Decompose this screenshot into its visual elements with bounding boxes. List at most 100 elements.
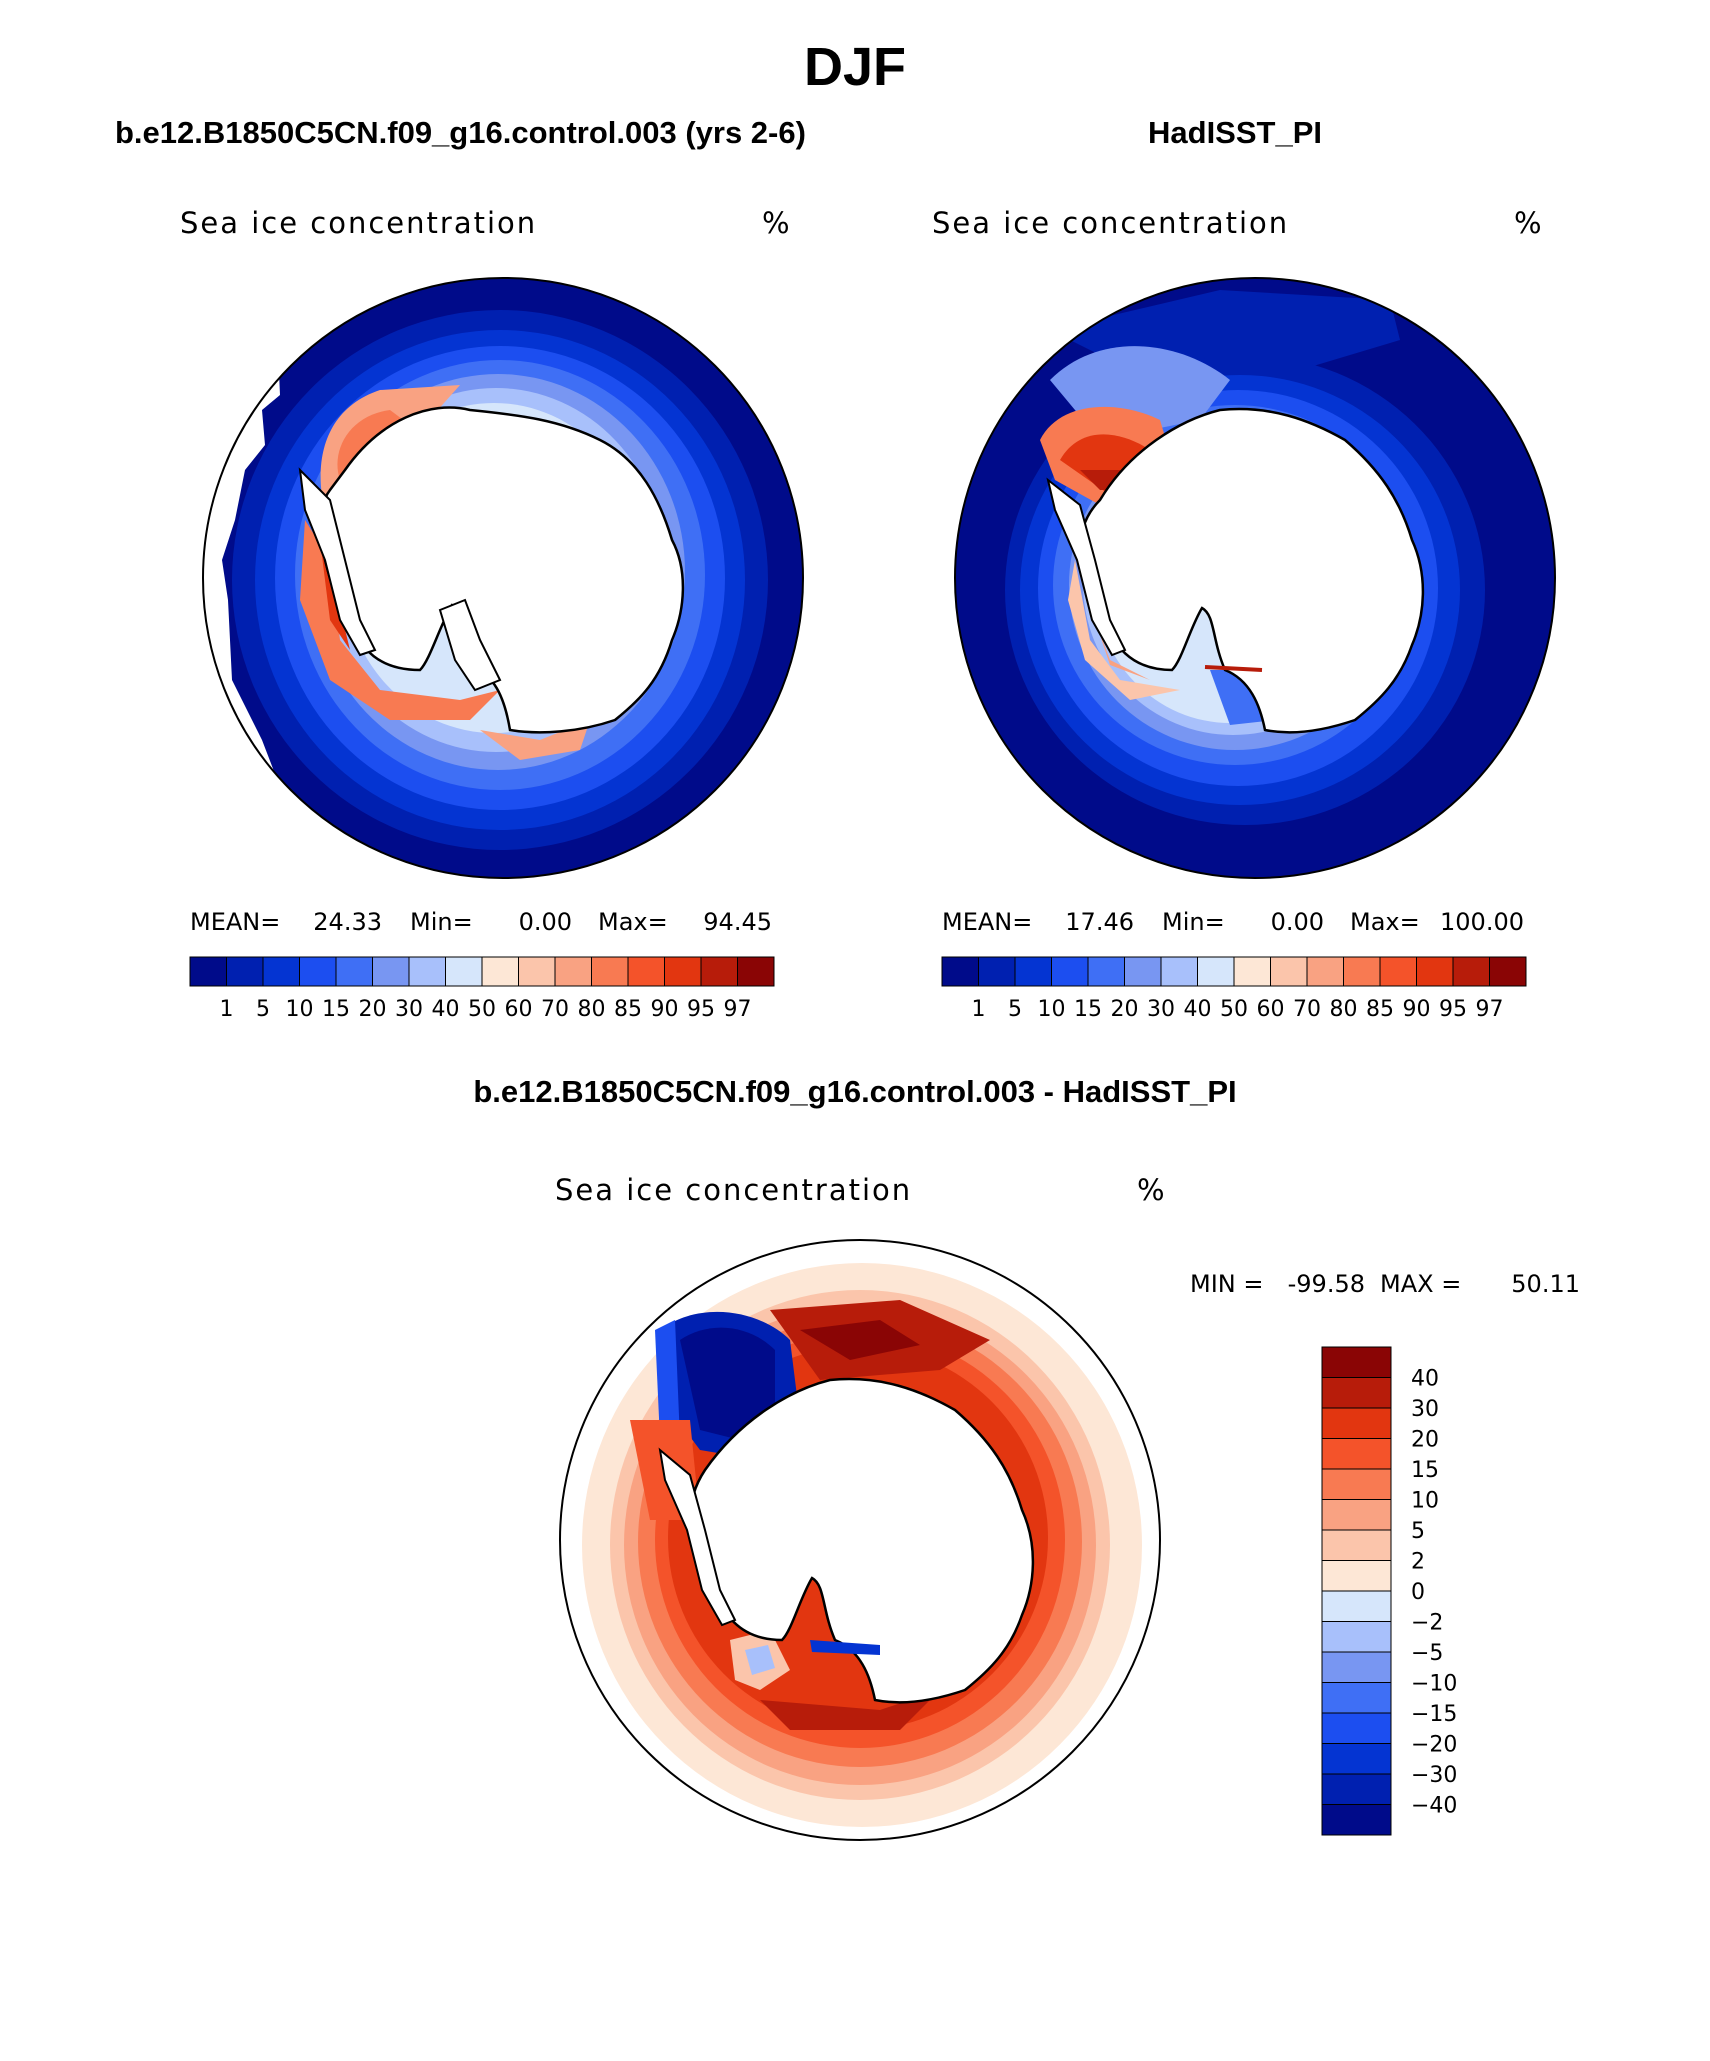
colorbar-swatch [518,956,556,987]
colorbar-swatch [1321,1468,1392,1500]
colorbar-tick-label: 15 [1411,1458,1439,1483]
stat-max-value: 100.00 [1440,908,1524,936]
colorbar-swatch [1321,1529,1392,1561]
panel-obs-variable: Sea ice concentration [932,206,1289,240]
colorbar-swatch [1051,956,1089,987]
panel-diff-stats: MIN = -99.58 MAX = 50.11 [1190,1270,1580,1298]
colorbar-tick-label: 20 [359,997,387,1022]
colorbar-swatch [1306,956,1344,987]
colorbar-tick-label: 1 [220,997,234,1022]
colorbar-swatch [1321,1438,1392,1470]
colorbar-swatch [1379,956,1417,987]
colorbar-swatch [1321,1377,1392,1409]
colorbar-swatch [700,956,738,987]
colorbar-tick-label: 40 [432,997,460,1022]
colorbar-tick-label: 15 [1074,997,1102,1022]
colorbar-swatch [1321,1621,1392,1653]
colorbar-tick-label: −10 [1411,1672,1457,1697]
colorbar-tick-label: 40 [1184,997,1212,1022]
colorbar-swatch [226,956,264,987]
colorbar-swatch [1124,956,1162,987]
panel-diff-title: b.e12.B1850C5CN.f09_g16.control.003 - Ha… [473,1074,1236,1109]
colorbar-tick-label: 85 [614,997,642,1022]
panel-obs-title: HadISST_PI [1148,115,1322,150]
colorbar-swatch [262,956,300,987]
colorbar-tick-label: 80 [1330,997,1358,1022]
colorbar-swatch [554,956,592,987]
colorbar-swatch [737,956,775,987]
stat-min-value: 0.00 [1271,908,1324,936]
colorbar-swatch [1489,956,1527,987]
panel-model-map [203,278,803,878]
colorbar-swatch [1321,1743,1392,1775]
stat-mean-value: 24.33 [313,908,382,936]
colorbar-swatch [1233,956,1271,987]
stat-mean-value: 17.46 [1065,908,1134,936]
colorbar-swatch [1321,1407,1392,1439]
panel-obs-units: % [1514,206,1544,240]
panel-obs-stats: MEAN= 17.46 Min= 0.00 Max= 100.00 [942,908,1524,936]
colorbar-tick-label: −5 [1411,1641,1443,1666]
colorbar-swatch [1197,956,1235,987]
colorbar-tick-label: 20 [1411,1428,1439,1453]
colorbar-swatch [481,956,519,987]
colorbar-swatch [1321,1346,1392,1378]
colorbar-tick-label: 20 [1111,997,1139,1022]
colorbar-tick-label: 50 [1220,997,1248,1022]
stat-max-label: MAX = [1380,1270,1461,1298]
panel-model-variable: Sea ice concentration [180,206,537,240]
panel-obs-map-border [954,277,1556,879]
colorbar-tick-label: −30 [1411,1763,1457,1788]
colorbar-tick-label: 5 [1008,997,1022,1022]
panel-obs: HadISST_PI Sea ice concentration % [932,115,1556,1022]
colorbar-swatch [664,956,702,987]
colorbar-tick-label: 15 [322,997,350,1022]
panel-model-stats: MEAN= 24.33 Min= 0.00 Max= 94.45 [190,908,772,936]
colorbar-tick-label: 30 [1411,1397,1439,1422]
colorbar-swatch [372,956,410,987]
colorbar-swatch [1014,956,1052,987]
colorbar-swatch [1343,956,1381,987]
map-shelf-anomaly [810,1640,880,1655]
map-ice-shelf-edge [1204,665,1263,672]
colorbar-tick-label: 80 [578,997,606,1022]
colorbar-swatch [445,956,483,987]
stat-min-label: MIN = [1190,1270,1263,1298]
panel-model-colorbar: 1 5 10 15 20 30 40 50 60 70 80 85 90 95 97 [189,956,775,1022]
colorbar-swatch [627,956,665,987]
colorbar-tick-label: 30 [395,997,423,1022]
panel-model-title: b.e12.B1850C5CN.f09_g16.control.003 (yrs… [115,115,806,150]
colorbar-swatch [1270,956,1308,987]
colorbar-swatch [1321,1773,1392,1805]
stat-max-value: 94.45 [703,908,772,936]
colorbar-swatch [1321,1499,1392,1531]
stat-max-label: Max= [598,908,668,936]
colorbar-swatch [978,956,1016,987]
colorbar-swatch [1321,1682,1392,1714]
colorbar-tick-label: 5 [1411,1519,1425,1544]
colorbar-swatch [1160,956,1198,987]
figure-title: DJF [804,37,906,97]
colorbar-tick-label: 50 [468,997,496,1022]
colorbar-swatch [1087,956,1125,987]
map-antarctic-peninsula [1046,477,1127,657]
panel-obs-map [955,278,1555,878]
colorbar-swatch [299,956,337,987]
colorbar-swatch [591,956,629,987]
colorbar-tick-label: 95 [1439,997,1467,1022]
panel-model-units: % [762,206,792,240]
colorbar-swatch [1416,956,1454,987]
colorbar-swatch [408,956,446,987]
colorbar-tick-label: 60 [1257,997,1285,1022]
colorbar-tick-label: 10 [1411,1489,1439,1514]
map-antarctic-peninsula [298,467,377,657]
colorbar-swatch [1321,1804,1392,1836]
stat-max-label: Max= [1350,908,1420,936]
colorbar-tick-label: 1 [972,997,986,1022]
colorbar-tick-label: 2 [1411,1550,1425,1575]
stat-mean-label: MEAN= [190,908,280,936]
colorbar-tick-label: 0 [1411,1580,1425,1605]
colorbar-swatch [1452,956,1490,987]
